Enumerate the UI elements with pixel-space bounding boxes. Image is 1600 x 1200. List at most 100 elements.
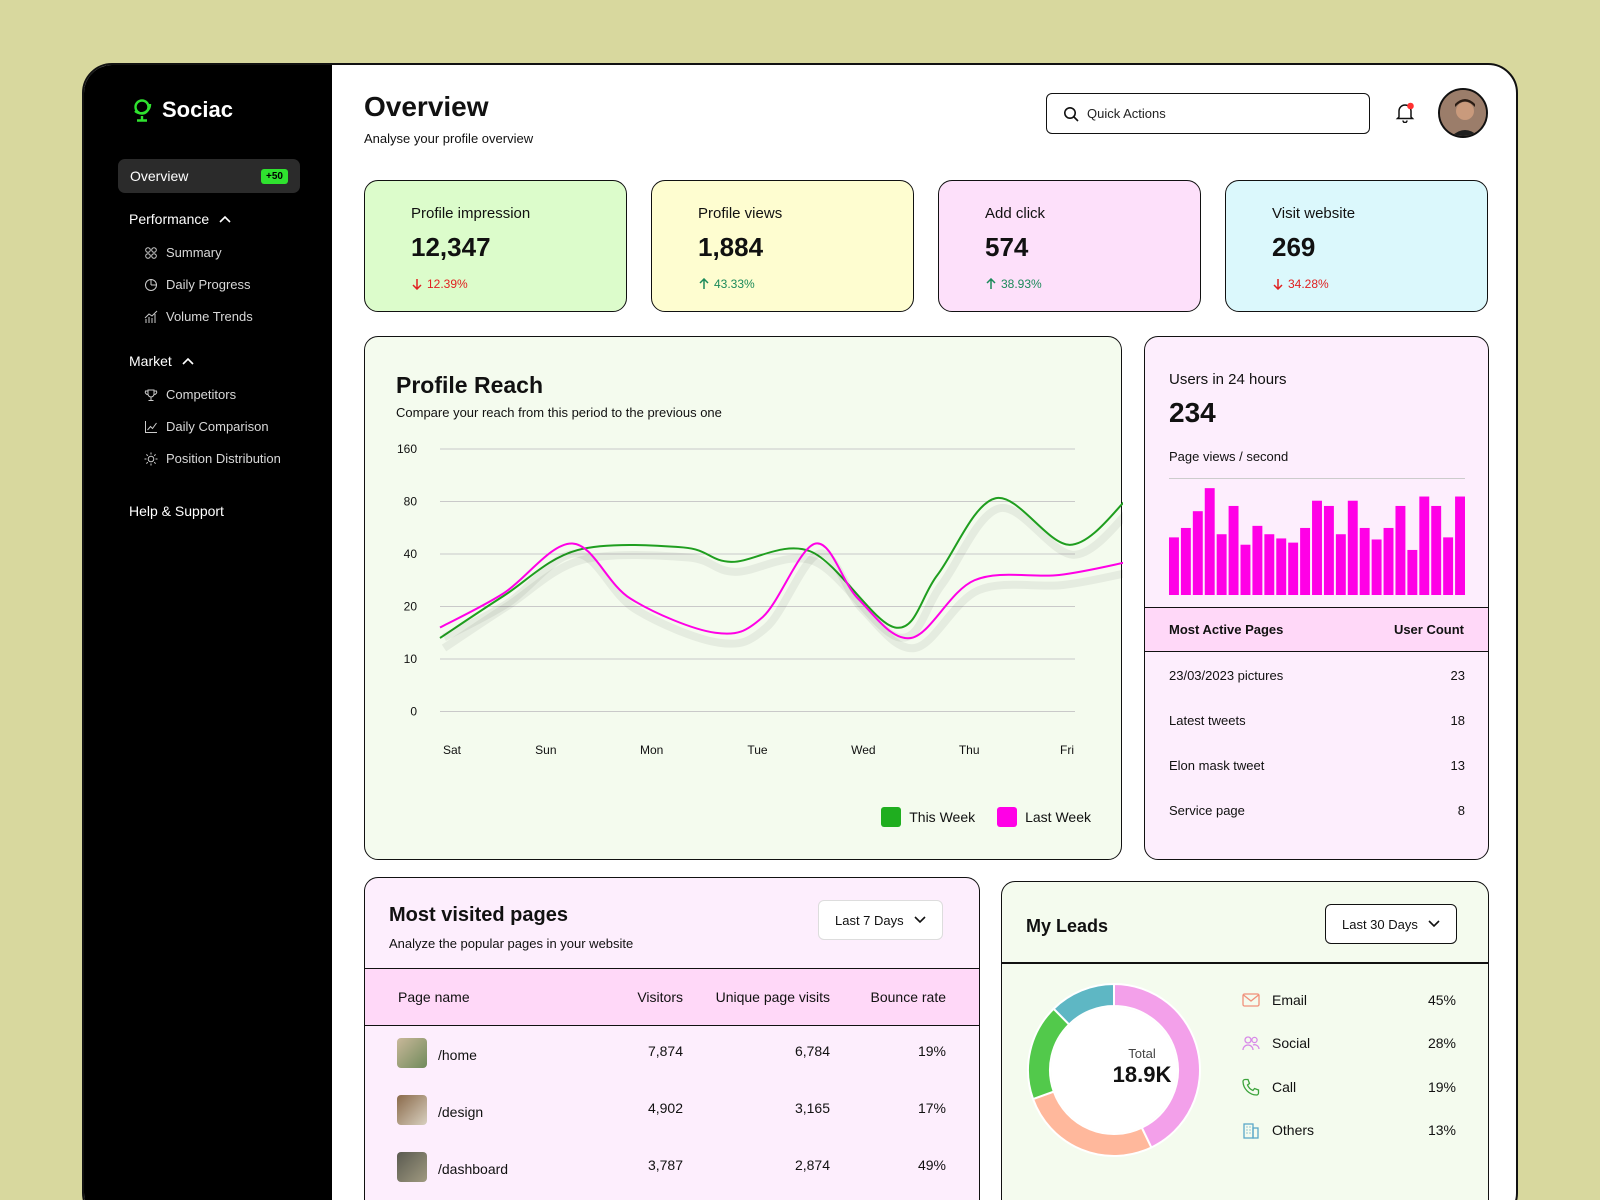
page-views-bar[interactable] <box>1419 496 1430 595</box>
page-views-bar[interactable] <box>1228 505 1239 595</box>
page-views-bar[interactable] <box>1431 505 1442 595</box>
page-views-bar-chart <box>1169 488 1465 595</box>
sun-icon <box>144 452 158 465</box>
x-tick-label: Thu <box>959 743 980 757</box>
lead-row-email[interactable]: Email 45% <box>1242 992 1456 1008</box>
stat-card-visit-website[interactable]: Visit website 269 34.28% <box>1225 180 1488 312</box>
page-views-bar[interactable] <box>1347 500 1358 595</box>
page-views-bar[interactable] <box>1216 534 1227 595</box>
active-page-row[interactable]: Elon mask tweet 13 <box>1169 758 1465 773</box>
lead-label: Call <box>1272 1079 1297 1095</box>
series-line-this-week[interactable] <box>439 497 1123 639</box>
table-row[interactable]: /home 7,874 6,784 19% <box>365 1038 979 1078</box>
nav-group-market[interactable]: Market <box>129 353 194 369</box>
chevron-up-icon <box>219 215 231 223</box>
search-icon <box>1064 106 1079 122</box>
y-tick-label: 10 <box>404 652 418 666</box>
stat-label: Profile impression <box>411 205 531 222</box>
lead-row-social[interactable]: Social 28% <box>1242 1035 1456 1051</box>
stat-card-impression[interactable]: Profile impression 12,347 12.39% <box>364 180 627 312</box>
page-views-bar[interactable] <box>1383 527 1394 595</box>
active-page-count: 8 <box>1457 803 1465 818</box>
page-views-bar[interactable] <box>1371 539 1382 595</box>
page-title: Overview <box>364 91 489 122</box>
nav-item-volume-trends[interactable]: Volume Trends <box>144 309 253 324</box>
nav-item-help-support[interactable]: Help & Support <box>129 503 224 519</box>
series-shadow <box>442 549 1123 653</box>
page-name: /home <box>438 1047 477 1063</box>
active-page-row[interactable]: 23/03/2023 pictures 23 <box>1169 668 1465 683</box>
page-views-bar[interactable] <box>1276 538 1287 595</box>
series-shadow <box>441 504 1123 652</box>
page-views-bar[interactable] <box>1359 527 1370 595</box>
page-views-bar[interactable] <box>1240 544 1251 595</box>
nav-item-competitors[interactable]: Competitors <box>144 387 236 402</box>
donut-slice-others[interactable] <box>1052 982 1115 1026</box>
mail-icon <box>1242 993 1260 1007</box>
page-views-bar[interactable] <box>1335 534 1346 595</box>
nav-group-label: Performance <box>129 211 210 227</box>
lead-percent: 45% <box>1427 992 1456 1008</box>
nav-item-summary[interactable]: Summary <box>144 245 222 260</box>
page-views-bar[interactable] <box>1323 505 1334 595</box>
page-views-bar[interactable] <box>1252 525 1263 595</box>
page-views-bar[interactable] <box>1169 537 1179 595</box>
page-views-bar[interactable] <box>1312 500 1322 595</box>
nav-badge: +50 <box>261 168 288 184</box>
page-views-bar[interactable] <box>1288 542 1299 595</box>
table-row[interactable]: /dashboard 3,787 2,874 49% <box>365 1152 979 1192</box>
page-views-bar[interactable] <box>1455 496 1465 595</box>
series-line-last-week[interactable] <box>439 542 1123 640</box>
leads-title: My Leads <box>1026 916 1109 936</box>
logo[interactable]: Sociac <box>132 97 233 123</box>
page-views-bar[interactable] <box>1192 511 1203 595</box>
table-row[interactable]: /design 4,902 3,165 17% <box>365 1095 979 1135</box>
nav-item-daily-progress[interactable]: Daily Progress <box>144 277 251 292</box>
quick-actions-search[interactable]: Quick Actions <box>1046 93 1370 134</box>
legend-item-this-week[interactable]: This Week <box>881 807 975 827</box>
divider <box>1169 478 1465 479</box>
nav-item-daily-comparison[interactable]: Daily Comparison <box>144 419 269 434</box>
active-page-row[interactable]: Latest tweets 18 <box>1169 713 1465 728</box>
stat-value: 269 <box>1272 232 1316 262</box>
bar-trend-icon <box>144 310 158 323</box>
nav-item-overview[interactable]: Overview +50 <box>118 159 300 193</box>
bell-icon[interactable] <box>1394 101 1416 123</box>
stat-value: 1,884 <box>698 232 764 262</box>
active-page-row[interactable]: Service page 8 <box>1169 803 1465 818</box>
nav-item-position-distribution[interactable]: Position Distribution <box>144 451 281 466</box>
page-views-bar[interactable] <box>1395 505 1406 595</box>
page-views-bar[interactable] <box>1264 534 1275 595</box>
x-tick-label: Sun <box>535 743 556 757</box>
date-range-dropdown[interactable]: Last 7 Days <box>818 900 943 940</box>
chevron-down-icon <box>1428 920 1440 928</box>
globe-logo-icon <box>134 99 152 122</box>
user-avatar[interactable] <box>1438 88 1488 138</box>
page-name: /dashboard <box>438 1161 509 1177</box>
legend-item-last-week[interactable]: Last Week <box>997 807 1091 827</box>
lead-row-others[interactable]: Others 13% <box>1242 1121 1456 1139</box>
page-views-bar[interactable] <box>1407 549 1418 595</box>
stat-card-views[interactable]: Profile views 1,884 43.33% <box>651 180 914 312</box>
app-name: Sociac <box>162 97 233 122</box>
lead-row-call[interactable]: Call 19% <box>1242 1078 1456 1096</box>
column-header: Bounce rate <box>870 989 947 1005</box>
y-tick-label: 160 <box>397 442 417 456</box>
nav-item-label: Daily Comparison <box>166 419 269 434</box>
y-tick-label: 20 <box>404 600 418 614</box>
active-page-name: Latest tweets <box>1169 713 1246 728</box>
stat-card-add-click[interactable]: Add click 574 38.93% <box>938 180 1201 312</box>
page-views-bar[interactable] <box>1180 527 1191 595</box>
nav-group-performance[interactable]: Performance <box>129 211 231 227</box>
chart-axis-icon <box>145 420 157 433</box>
page-views-bar[interactable] <box>1443 537 1454 595</box>
stat-change: 34.28% <box>1272 277 1441 291</box>
leads-range-dropdown[interactable]: Last 30 Days <box>1325 904 1457 944</box>
profile-reach-chart: 160 80 40 20 10 0 Sat Sun Mon Tue Wed Thu Fri <box>397 442 1123 757</box>
stat-label: Visit website <box>1272 205 1356 222</box>
chevron-up-icon <box>182 357 194 365</box>
page-views-bar[interactable] <box>1204 488 1215 595</box>
active-page-name: Elon mask tweet <box>1169 758 1265 773</box>
page-views-bar[interactable] <box>1300 527 1311 595</box>
unique-visits: 2,874 <box>794 1157 830 1173</box>
